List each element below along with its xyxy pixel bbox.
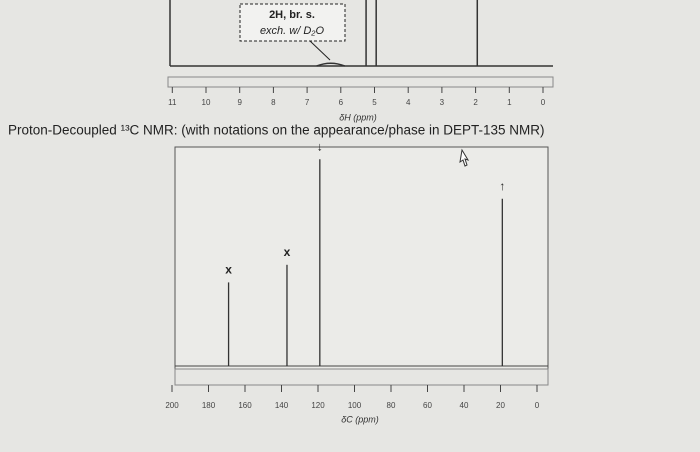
peak-note: x: [225, 263, 232, 277]
arrow: [309, 40, 331, 61]
cursor: [459, 148, 470, 167]
x-tick-label: 5: [372, 98, 377, 107]
peak-note: ↓: [317, 139, 323, 153]
annotation-box: [239, 3, 346, 42]
x-tick-label: 100: [348, 401, 362, 410]
x-tick-label: 3: [440, 98, 445, 107]
x-tick-label: 6: [339, 98, 344, 107]
peak-note: ↑: [499, 179, 505, 193]
x-tick-label: 160: [238, 401, 252, 410]
title: Proton-Decoupled ¹³C NMR: (with notation…: [8, 123, 545, 138]
x-tick-label: 8: [271, 98, 276, 107]
x-tick-label: 140: [275, 401, 289, 410]
x-tick-label: 200: [165, 401, 179, 410]
c-spectrum: δC (ppm): [174, 146, 549, 424]
x-tick-label: 11: [168, 98, 177, 107]
x-tick-label: 180: [202, 401, 216, 410]
x-tick-label: 80: [387, 401, 396, 410]
axis-strip: [167, 76, 554, 88]
x-tick-label: 2: [473, 98, 478, 107]
frame: [174, 146, 549, 370]
annotation: 2H, br. s.: [269, 9, 315, 21]
x-axis-label: δC (ppm): [341, 414, 379, 424]
x-tick-label: 9: [237, 98, 242, 107]
x-tick-label: 7: [305, 98, 310, 107]
x-tick-label: 60: [423, 401, 432, 410]
peak: [316, 62, 345, 67]
x-tick-label: 0: [541, 98, 546, 107]
x-tick-label: 120: [311, 401, 325, 410]
x-tick-label: 4: [406, 98, 411, 107]
peak-note: x: [284, 245, 291, 259]
h-spectrum: 2H, br. s. exch. w/ D₂O δH (ppm): [167, 0, 554, 122]
x-tick-label: 20: [496, 401, 505, 410]
x-axis-label: δH (ppm): [339, 112, 377, 122]
x-tick-label: 0: [535, 401, 540, 410]
x-tick-label: 1: [507, 98, 512, 107]
x-tick-label: 10: [202, 98, 211, 107]
annotation: exch. w/ D₂O: [260, 25, 325, 37]
axis-strip: [174, 368, 549, 386]
x-tick-label: 40: [460, 401, 469, 410]
